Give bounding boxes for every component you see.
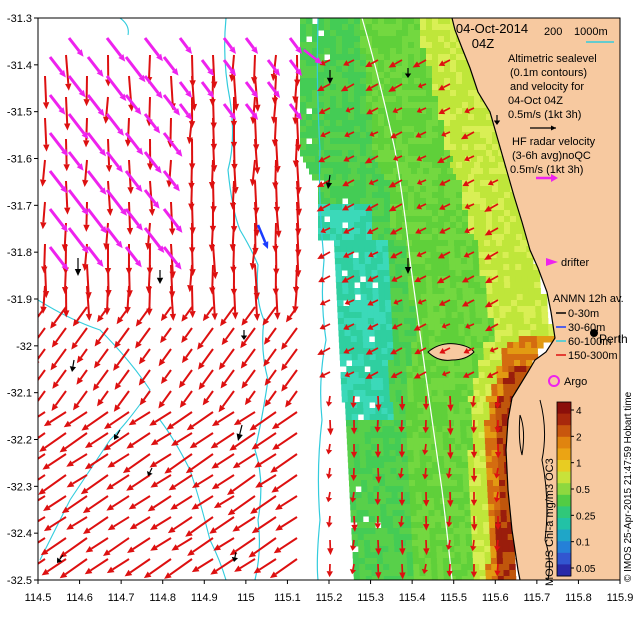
y-tick-label: -31.7 <box>7 200 32 212</box>
perth-label: Perth <box>599 332 628 346</box>
bathymetry-legend: 200 1000m <box>544 26 614 43</box>
y-tick-label: -31.9 <box>7 294 32 306</box>
x-tick-label: 115.2 <box>316 592 343 604</box>
y-tick-label: -31.3 <box>7 13 32 25</box>
x-tick-label: 115.9 <box>607 592 634 604</box>
colorbar-tick: 2 <box>576 432 582 443</box>
drifter-icon <box>546 258 558 266</box>
y-tick-label: -31.5 <box>7 107 32 119</box>
estuary-outline <box>539 399 550 580</box>
y-tick-label: -32.3 <box>7 481 32 493</box>
x-tick-label: 114.9 <box>191 592 218 604</box>
hf-radar-line-1: HF radar velocity <box>512 136 596 148</box>
land-mass <box>452 18 620 580</box>
argo-legend: Argo <box>548 375 587 388</box>
hf-radar-line-2: (3-6h avg)noQC <box>512 150 591 162</box>
altimetry-line-5: 0.5m/s (1kt 3h) <box>508 109 581 121</box>
anmn-title: ANMN 12h av. <box>553 293 624 305</box>
velocity-vectors <box>38 37 502 580</box>
time-label: 04Z <box>472 36 494 51</box>
x-tick-label: 115.1 <box>274 592 301 604</box>
colorbar-tick: 4 <box>576 406 582 417</box>
x-tick-label: 115 <box>237 592 255 604</box>
rottnest-island <box>427 343 475 361</box>
perth-marker <box>590 329 598 337</box>
x-tick-label: 115.5 <box>440 592 467 604</box>
anmn-legend: ANMN 12h av. 0-30m 30-60m 60-100m 150-30… <box>553 293 624 362</box>
bathymetry-200m-contour <box>361 18 453 580</box>
drifter-legend: drifter <box>546 257 589 269</box>
argo-label: Argo <box>564 376 587 388</box>
x-tick-label: 115.7 <box>523 592 550 604</box>
y-tick-label: -32 <box>16 341 32 353</box>
altimetry-line-4: 04-Oct 04Z <box>508 95 563 107</box>
anmn-item-3: 150-300m <box>568 350 618 362</box>
colorbar-title: MODIS Chl-a mg/m3 OC3 <box>544 458 556 586</box>
x-tick-label: 114.7 <box>108 592 135 604</box>
date-label: 04-Oct-2014 <box>456 21 528 36</box>
colorbar-tick: 0.5 <box>576 485 590 496</box>
axes: 114.5 114.6 114.7 114.8 114.9 115 115.1 115.2 11… <box>7 13 633 604</box>
argo-icon <box>548 375 560 387</box>
x-tick-label: 115.6 <box>482 592 509 604</box>
bathy-1000-label: 1000m <box>574 26 608 38</box>
bathymetry-1000m-contour-b <box>316 18 327 580</box>
y-tick-label: -31.4 <box>7 60 32 72</box>
drifter-label: drifter <box>561 257 589 269</box>
coastline <box>451 18 556 580</box>
y-tick-label: -32.1 <box>7 388 32 400</box>
credit-text: © IMOS 25-Apr-2015 21:47:59 Hobart time <box>623 391 634 582</box>
hf-radar-legend: HF radar velocity (3-6h avg)noQC 0.5m/s … <box>510 136 596 182</box>
y-tick-label: -32.2 <box>7 435 32 447</box>
y-tick-label: -31.8 <box>7 247 32 259</box>
altimetry-line-1: Altimetric sealevel <box>508 53 597 65</box>
anmn-item-0: 0-30m <box>568 308 599 320</box>
x-tick-label: 114.6 <box>66 592 93 604</box>
garden-island <box>518 414 525 456</box>
altimetry-legend: Altimetric sealevel (0.1m contours) and … <box>508 53 597 131</box>
anmn-item-2: 60-100m <box>568 336 611 348</box>
y-tick-label: -32.5 <box>7 575 32 587</box>
colorbar-tick: 0.25 <box>576 511 596 522</box>
hf-radar-line-3: 0.5m/s (1kt 3h) <box>510 164 583 176</box>
chlorophyll-colorbar: 4 2 1 0.5 0.25 0.1 0.05 <box>556 401 596 577</box>
x-tick-label: 114.5 <box>25 592 52 604</box>
bathymetry-deep-contour <box>38 299 151 561</box>
y-tick-label: -31.6 <box>7 154 32 166</box>
x-tick-label: 114.8 <box>149 592 176 604</box>
colorbar-tick: 1 <box>576 459 582 470</box>
x-tick-label: 115.8 <box>565 592 592 604</box>
colorbar-tick: 0.1 <box>576 538 590 549</box>
colorbar-tick: 0.05 <box>576 564 596 575</box>
y-tick-label: -32.4 <box>7 528 32 540</box>
altimetry-line-3: and velocity for <box>510 81 584 93</box>
x-tick-label: 115.3 <box>357 592 384 604</box>
altimetry-line-2: (0.1m contours) <box>510 67 587 79</box>
bathy-200-label: 200 <box>544 26 562 38</box>
x-tick-label: 115.4 <box>399 592 426 604</box>
